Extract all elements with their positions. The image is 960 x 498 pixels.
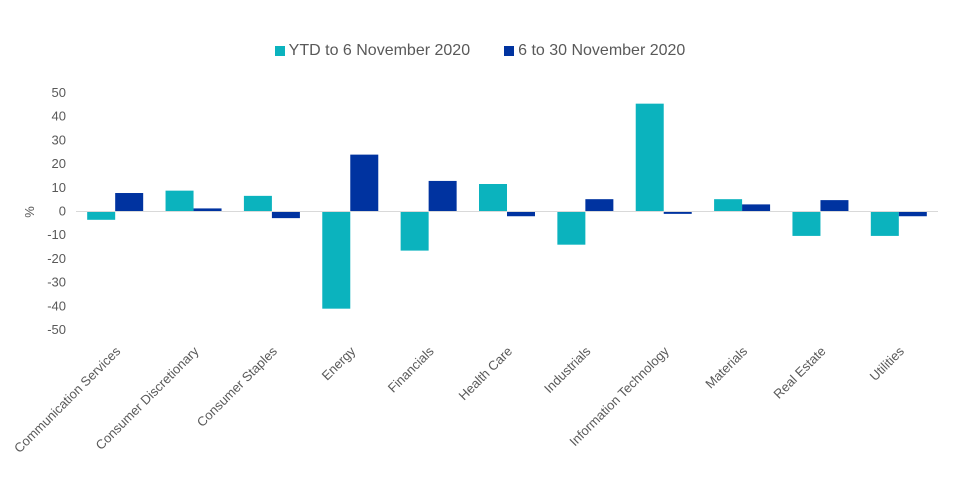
bar-ytd-2	[243, 195, 272, 212]
bar-ytd-3	[322, 211, 351, 309]
legend-item-nov: 6 to 30 November 2020	[504, 42, 685, 60]
y-tick-label: 0	[59, 204, 66, 219]
x-tick-label: Financials	[385, 343, 437, 395]
bar-nov-1	[193, 208, 222, 212]
y-tick-label: -40	[47, 298, 66, 313]
bar-ytd-1	[165, 190, 194, 212]
legend-swatch-nov	[504, 46, 515, 56]
x-tick-label: Health Care	[455, 344, 515, 404]
y-tick-label: -10	[47, 227, 66, 242]
x-tick-label: Consumer Staples	[194, 343, 281, 430]
legend-label-nov: 6 to 30 November 2020	[518, 42, 686, 59]
legend-label-ytd: YTD to 6 November 2020	[288, 42, 471, 59]
bar-ytd-0	[87, 211, 116, 220]
bar-nov-4	[428, 180, 457, 212]
y-tick-label: 10	[52, 180, 66, 195]
bar-nov-3	[350, 154, 379, 212]
y-axis-title: %	[22, 206, 37, 218]
x-tick-label: Real Estate	[770, 344, 828, 402]
x-tick-label: Energy	[319, 343, 359, 383]
bar-ytd-4	[400, 211, 429, 251]
bar-ytd-9	[792, 211, 821, 236]
bar-ytd-7	[635, 103, 664, 212]
x-tick-label: Materials	[702, 343, 750, 391]
y-tick-label: 50	[52, 85, 66, 100]
bar-nov-10	[898, 211, 927, 217]
bar-ytd-10	[870, 211, 899, 236]
y-tick-label: -20	[47, 251, 66, 266]
bar-ytd-8	[714, 199, 743, 212]
bar-ytd-6	[557, 211, 586, 245]
bar-nov-9	[820, 200, 849, 212]
legend-swatch-ytd	[274, 46, 285, 56]
y-tick-label: -30	[47, 275, 66, 290]
chart-legend: YTD to 6 November 2020 6 to 30 November …	[0, 42, 960, 60]
bar-nov-6	[585, 199, 614, 212]
legend-item-ytd: YTD to 6 November 2020	[274, 42, 471, 60]
y-tick-label: 30	[52, 132, 66, 147]
bar-nov-8	[742, 204, 771, 212]
bar-nov-0	[115, 193, 144, 212]
y-tick-label: -50	[47, 322, 66, 337]
bar-nov-5	[507, 211, 535, 217]
y-tick-label: 40	[52, 109, 66, 124]
y-tick-label: 20	[52, 156, 66, 171]
bar-nov-2	[271, 211, 300, 219]
x-tick-label: Industrials	[541, 343, 594, 396]
bar-nov-7	[663, 211, 692, 214]
bar-ytd-5	[479, 184, 507, 212]
x-tick-label: Utilities	[867, 343, 908, 384]
